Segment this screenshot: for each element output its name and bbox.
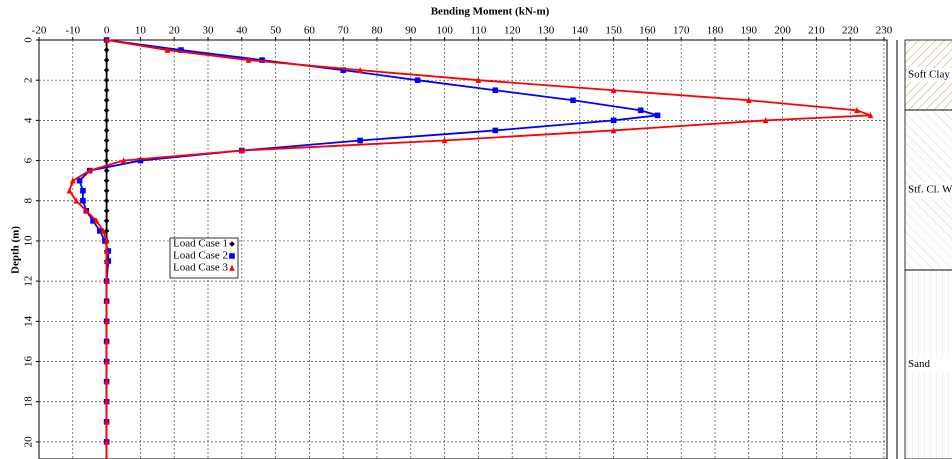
y-tick-label: 14 (23, 315, 35, 327)
marker (638, 108, 644, 114)
marker (67, 187, 73, 193)
x-tick-label: 50 (270, 25, 282, 37)
x-tick-label: 120 (504, 25, 521, 37)
soil-label: Soft Clay (908, 69, 950, 81)
marker (229, 253, 235, 259)
x-tick-label: 220 (842, 25, 859, 37)
x-tick-label: 10 (135, 25, 147, 37)
marker (104, 67, 110, 73)
marker (104, 168, 110, 174)
x-tick-label: 200 (774, 25, 791, 37)
x-tick-label: 170 (673, 25, 690, 37)
legend-label: Load Case 3 (173, 262, 228, 274)
marker (357, 138, 363, 144)
x-tick-label: 160 (639, 25, 656, 37)
marker (104, 77, 110, 83)
y-tick-label: 4 (23, 117, 35, 123)
legend-label: Load Case 2 (173, 250, 228, 262)
marker (493, 128, 499, 134)
y-tick-label: 10 (23, 235, 35, 247)
marker (104, 128, 110, 134)
x-tick-label: 100 (436, 25, 453, 37)
marker (104, 118, 110, 124)
x-tick-label: 30 (203, 25, 215, 37)
marker (104, 87, 110, 93)
x-tick-label: 180 (707, 25, 724, 37)
x-tick-label: 150 (605, 25, 622, 37)
marker (611, 118, 617, 124)
x-tick-label: 130 (538, 25, 555, 37)
x-tick-label: -10 (65, 25, 80, 37)
marker (104, 57, 110, 63)
x-tick-label: 20 (169, 25, 181, 37)
marker (104, 218, 110, 224)
x-tick-label: 60 (304, 25, 316, 37)
y-tick-label: 2 (23, 77, 35, 83)
y-tick-label: 16 (23, 356, 35, 368)
soil-label: Stf. Cl. W (908, 184, 952, 196)
marker (104, 47, 110, 53)
y-tick-label: 8 (23, 198, 35, 204)
chart: Bending Moment (kN-m) Depth (m) -20 -10 0 1… (0, 0, 952, 459)
y-axis-label: Depth (m) (10, 226, 22, 274)
x-tick-label: 40 (236, 25, 248, 37)
plot-frame (39, 40, 887, 459)
x-tick-label: 190 (741, 25, 758, 37)
y-tick-label: 18 (23, 396, 35, 408)
x-tick-label: 140 (572, 25, 589, 37)
marker (104, 148, 110, 154)
x-tick-label: 90 (405, 25, 417, 37)
x-tick-label: 70 (338, 25, 350, 37)
x-tick-label: 230 (876, 25, 893, 37)
y-tick-label: 20 (23, 436, 35, 448)
x-tick-label: -20 (32, 25, 47, 37)
marker (104, 208, 110, 214)
y-tick-label: 12 (23, 276, 35, 287)
marker (415, 77, 421, 83)
soil-label: Sand (908, 358, 931, 370)
legend-label: Load Case 1 (173, 238, 228, 250)
marker (655, 113, 661, 119)
marker (493, 87, 499, 93)
marker (104, 108, 110, 114)
marker (104, 138, 110, 144)
series (77, 37, 661, 459)
y-tick-label: 6 (23, 157, 35, 163)
x-tick-label: 80 (372, 25, 384, 37)
marker (80, 198, 86, 204)
marker (104, 198, 110, 204)
marker (104, 178, 110, 184)
marker (80, 188, 86, 194)
marker (104, 158, 110, 164)
y-tick-label: 0 (23, 37, 35, 43)
x-tick-label: 110 (470, 25, 487, 37)
marker (104, 97, 110, 103)
marker (104, 188, 110, 194)
x-tick-label: 0 (104, 25, 110, 37)
chart-title: Bending Moment (kN-m) (431, 6, 550, 18)
x-tick-label: 210 (808, 25, 825, 37)
marker (570, 97, 576, 103)
